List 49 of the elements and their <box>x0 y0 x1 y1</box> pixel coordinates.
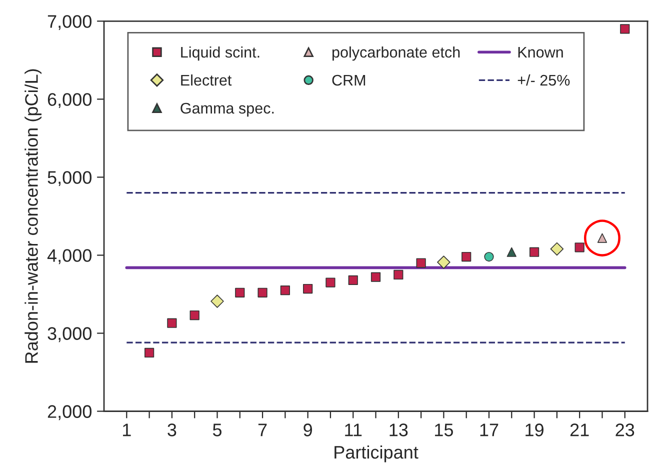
x-tick-label: 3 <box>168 424 176 436</box>
point <box>506 247 516 257</box>
x-tick-label: 1 <box>123 424 131 436</box>
x-tick-label: 13 <box>390 424 408 436</box>
point <box>210 294 224 308</box>
point <box>258 288 268 298</box>
y-axis-title: Radon-in-water concentration (pCi/L) <box>24 69 42 363</box>
point <box>574 242 584 252</box>
y-tick-label: 4,000 <box>47 249 92 264</box>
point <box>550 242 564 256</box>
point <box>484 252 494 262</box>
point <box>167 318 177 328</box>
y-tick-label: 3,000 <box>48 327 92 342</box>
x-tick-label: 19 <box>526 424 544 436</box>
point <box>529 247 540 257</box>
point <box>370 272 381 282</box>
point <box>280 286 290 296</box>
annotation: ◯ <box>584 220 620 256</box>
x-tick-label: 9 <box>304 424 312 436</box>
x-tick-label: 5 <box>212 424 222 436</box>
legend-label: Electret <box>181 74 232 86</box>
legend-label: Liquid scint. <box>181 46 260 61</box>
legend-label: Known <box>518 47 563 58</box>
point <box>348 275 358 285</box>
point <box>235 288 245 298</box>
legend-label: +/- 25% <box>518 74 570 86</box>
y-tick-label: 6,000 <box>48 93 92 108</box>
point <box>620 24 630 34</box>
point <box>190 310 200 320</box>
point <box>326 278 336 288</box>
y-tick-label: 2,000 <box>48 405 92 420</box>
legend-label: Gamma spec. <box>180 102 274 117</box>
x-axis-title: Participant <box>334 445 418 462</box>
point <box>303 284 313 294</box>
point <box>394 270 404 280</box>
x-tick-label: 11 <box>345 424 362 436</box>
y-tick-label: 5,000 <box>48 171 92 186</box>
x-tick-label: 17 <box>480 424 498 436</box>
point <box>144 348 154 358</box>
legend-label: polycarbonate etch <box>332 46 460 61</box>
y-tick-label: 7,000 <box>48 15 92 30</box>
x-tick-label: 23 <box>616 424 634 436</box>
point <box>437 256 450 269</box>
x-tick-label: 15 <box>435 424 453 436</box>
x-tick-label: 21 <box>570 424 589 436</box>
x-tick-label: 7 <box>258 424 267 436</box>
point <box>462 252 472 262</box>
legend-label: CRM <box>332 74 366 86</box>
point <box>416 258 426 268</box>
